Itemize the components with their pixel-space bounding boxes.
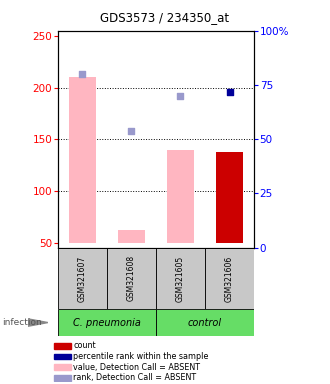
Point <box>129 128 134 134</box>
Text: control: control <box>188 318 222 328</box>
Polygon shape <box>28 319 48 326</box>
Text: GSM321607: GSM321607 <box>78 255 87 301</box>
Bar <box>205 248 254 309</box>
Text: rank, Detection Call = ABSENT: rank, Detection Call = ABSENT <box>73 373 196 382</box>
Bar <box>167 149 194 243</box>
Text: count: count <box>73 341 96 350</box>
Text: percentile rank within the sample: percentile rank within the sample <box>73 352 209 361</box>
Bar <box>107 248 156 309</box>
Bar <box>54 364 72 370</box>
Bar <box>54 375 72 381</box>
Text: GSM321605: GSM321605 <box>176 255 185 301</box>
Bar <box>118 230 145 243</box>
Text: GSM321606: GSM321606 <box>225 255 234 301</box>
Bar <box>58 248 107 309</box>
Bar <box>156 248 205 309</box>
Point <box>178 93 183 99</box>
Bar <box>58 309 156 336</box>
Bar <box>54 343 72 349</box>
Bar <box>216 152 243 243</box>
Bar <box>69 77 96 243</box>
Text: infection: infection <box>2 318 41 327</box>
Text: GSM321608: GSM321608 <box>127 255 136 301</box>
Point <box>227 89 232 95</box>
Bar <box>156 309 254 336</box>
Bar <box>54 354 72 359</box>
Text: GDS3573 / 234350_at: GDS3573 / 234350_at <box>100 12 230 25</box>
Text: C. pneumonia: C. pneumonia <box>73 318 141 328</box>
Point <box>80 71 85 77</box>
Text: value, Detection Call = ABSENT: value, Detection Call = ABSENT <box>73 362 200 372</box>
